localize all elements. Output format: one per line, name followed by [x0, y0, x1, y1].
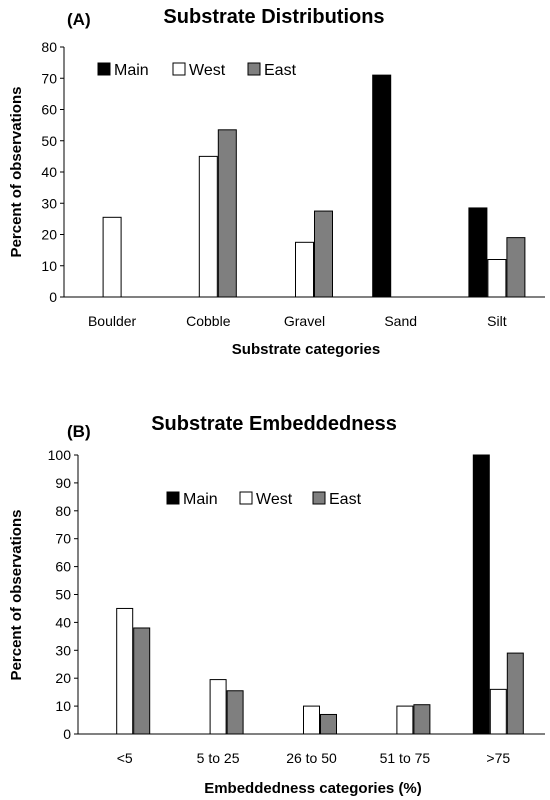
chart-b-bar-east	[320, 713, 337, 735]
chart-b-bar-east	[506, 652, 524, 735]
chart-b-y-tick-label: 70	[55, 531, 71, 547]
chart-b-bar-east	[226, 690, 244, 735]
chart-b-x-axis-title: Embeddedness categories (%)	[204, 780, 422, 797]
chart-a-y-tick-label: 20	[41, 227, 57, 243]
chart-b-x-tick-label: <5	[117, 750, 133, 766]
chart-a-legend: Main West East	[97, 62, 297, 79]
chart-a-bar-main	[372, 74, 392, 298]
chart-a-x-tick-label: Silt	[487, 313, 507, 329]
chart-a: (A) Substrate Distributions Percent of o…	[8, 6, 545, 358]
chart-a-y-tick-label: 10	[41, 258, 57, 274]
chart-b: (B) Substrate Embeddedness Percent of ob…	[8, 413, 545, 797]
chart-a-bars	[102, 74, 526, 298]
chart-b-axes	[77, 455, 545, 735]
chart-a-bar-west	[295, 241, 314, 298]
chart-a-y-tick-label: 60	[41, 102, 57, 118]
chart-b-legend-label-west: West	[256, 491, 293, 508]
chart-b-legend-label-main: Main	[183, 491, 218, 508]
chart-a-y-tick-label: 70	[41, 70, 57, 86]
chart-a-bar-west	[487, 259, 507, 298]
chart-b-bars	[116, 454, 524, 735]
chart-b-y-tick-label: 40	[55, 614, 71, 630]
chart-b-y-tick-label: 80	[55, 503, 71, 519]
chart-a-bar-west	[102, 216, 122, 298]
chart-b-bar-east	[413, 704, 431, 735]
chart-b-y-tick-label: 10	[55, 698, 71, 714]
chart-b-y-tick-label: 50	[55, 587, 71, 603]
chart-a-legend-swatch-west	[172, 62, 186, 76]
chart-a-bar-west	[198, 155, 218, 298]
chart-b-y-tick-label: 30	[55, 642, 71, 658]
chart-a-y-tick-label: 50	[41, 133, 57, 149]
chart-b-bar-west	[396, 705, 414, 735]
chart-b-x-tick-label: >75	[486, 750, 510, 766]
chart-a-y-axis-title: Percent of observations	[8, 87, 25, 258]
chart-b-y-tick-label: 90	[55, 475, 71, 491]
chart-b-legend-swatch-east	[312, 491, 326, 505]
chart-b-bar-main	[472, 454, 490, 735]
chart-b-legend-swatch-main	[166, 491, 180, 505]
chart-a-x-ticks: Boulder Cobble Gravel Sand Silt	[88, 313, 507, 329]
chart-b-y-tick-label: 0	[63, 726, 71, 742]
chart-b-x-tick-label: 26 to 50	[286, 750, 337, 766]
chart-a-x-tick-label: Gravel	[284, 313, 325, 329]
chart-a-y-ticks: 0 10 20 30 40 50 60 70 80	[41, 39, 64, 305]
chart-b-y-ticks: 0 10 20 30 40 50 60 70 80 90 100	[48, 447, 78, 742]
chart-a-y-tick-label: 40	[41, 164, 57, 180]
chart-b-y-tick-label: 20	[55, 670, 71, 686]
chart-a-y-tick-label: 80	[41, 39, 57, 55]
chart-a-panel-label: (A)	[67, 10, 91, 29]
chart-b-y-tick-label: 60	[55, 559, 71, 575]
chart-b-x-tick-label: 51 to 75	[380, 750, 431, 766]
chart-a-legend-swatch-east	[247, 62, 261, 76]
chart-a-y-tick-label: 0	[49, 289, 57, 305]
chart-a-x-tick-label: Sand	[384, 313, 417, 329]
chart-a-legend-label-main: Main	[114, 62, 149, 79]
chart-b-y-axis-title: Percent of observations	[8, 510, 25, 681]
chart-a-x-tick-label: Cobble	[186, 313, 231, 329]
chart-b-legend-swatch-west	[239, 491, 253, 505]
chart-b-x-tick-label: 5 to 25	[197, 750, 240, 766]
chart-a-legend-swatch-main	[97, 62, 111, 76]
chart-b-title: Substrate Embeddedness	[151, 413, 397, 435]
chart-b-legend: Main West East	[166, 491, 362, 508]
chart-b-panel-label: (B)	[67, 422, 91, 441]
chart-b-bar-west	[303, 705, 320, 735]
chart-a-legend-label-west: West	[189, 62, 226, 79]
chart-b-bar-east	[133, 627, 151, 735]
chart-b-legend-label-east: East	[329, 491, 362, 508]
chart-a-x-axis-title: Substrate categories	[232, 341, 380, 358]
chart-b-y-tick-label: 100	[48, 447, 72, 463]
chart-a-bar-east	[314, 210, 333, 298]
chart-b-bar-west	[209, 679, 227, 735]
chart-a-axes	[63, 47, 545, 298]
chart-a-title: Substrate Distributions	[163, 6, 384, 28]
chart-b-bar-west	[116, 607, 134, 735]
chart-a-legend-label-east: East	[264, 62, 297, 79]
chart-a-bar-east	[217, 129, 237, 298]
chart-a-bar-east	[506, 237, 526, 298]
chart-b-bar-west	[489, 688, 507, 735]
chart-a-bar-main	[468, 207, 488, 298]
chart-b-x-ticks: <5 5 to 25 26 to 50 51 to 75 >75	[117, 750, 511, 766]
chart-a-x-tick-label: Boulder	[88, 313, 137, 329]
chart-a-y-tick-label: 30	[41, 195, 57, 211]
